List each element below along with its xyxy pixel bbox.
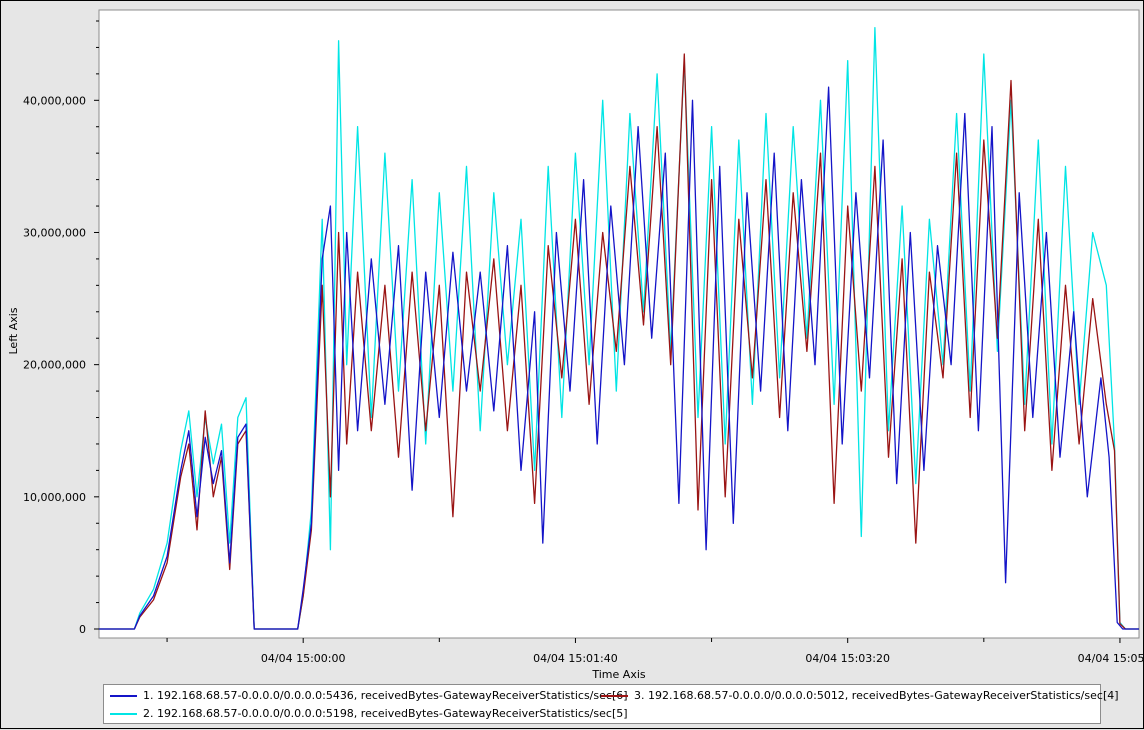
legend: 1. 192.168.68.57-0.0.0.0/0.0.0.0:5436, r…	[103, 684, 1119, 724]
x-tick-label-1: 04/04 15:01:40	[533, 652, 618, 665]
legend-label-series-2: 2. 192.168.68.57-0.0.0.0/0.0.0.0:5198, r…	[143, 707, 628, 720]
x-tick-label-2: 04/04 15:03:20	[805, 652, 890, 665]
legend-swatch-series-3	[601, 695, 628, 697]
legend-item-series-1[interactable]: 1. 192.168.68.57-0.0.0.0/0.0.0.0:5436, r…	[110, 688, 628, 704]
y-tick-label-3: 30,000,000	[23, 226, 86, 239]
x-tick-label-3: 04/04 15:05:00	[1078, 652, 1144, 665]
x-tick-label-0: 04/04 15:00:00	[261, 652, 346, 665]
legend-label-series-1: 1. 192.168.68.57-0.0.0.0/0.0.0.0:5436, r…	[143, 689, 628, 702]
y-tick-label-0: 0	[79, 623, 86, 636]
legend-item-series-3[interactable]: 3. 192.168.68.57-0.0.0.0/0.0.0.0:5012, r…	[601, 688, 1119, 704]
legend-item-series-2[interactable]: 2. 192.168.68.57-0.0.0.0/0.0.0.0:5198, r…	[110, 706, 628, 722]
legend-swatch-series-2	[110, 713, 137, 715]
series-line-1	[99, 86, 1139, 630]
series-layer	[99, 26, 1139, 630]
x-axis-title: Time Axis	[591, 668, 646, 681]
y-tick-label-4: 40,000,000	[23, 94, 86, 107]
y-tick-label-1: 10,000,000	[23, 491, 86, 504]
y-axis: 0 10,000,000 20,000,000 30,000,000 40,000,00…	[23, 20, 99, 636]
y-axis-title: Left Axis	[7, 307, 20, 354]
legend-swatch-series-1	[110, 695, 137, 697]
x-axis: 04/04 15:00:00 04/04 15:01:40 04/04 15:03:…	[166, 638, 1144, 665]
y-tick-label-2: 20,000,000	[23, 359, 86, 372]
legend-label-series-3: 3. 192.168.68.57-0.0.0.0/0.0.0.0:5012, r…	[634, 689, 1119, 702]
